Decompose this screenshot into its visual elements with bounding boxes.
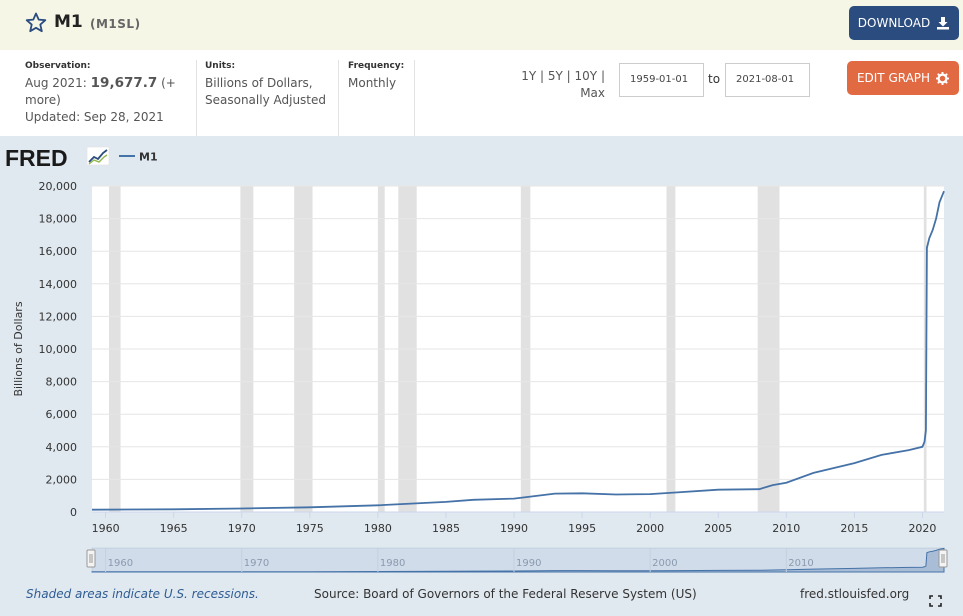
navigator-tick-label: 1980 <box>380 558 405 569</box>
units-block: Units: Billions of Dollars, Seasonally A… <box>205 60 335 136</box>
legend-label: M1 <box>139 151 158 164</box>
x-tick-label: 1970 <box>228 522 256 535</box>
range-10y-link[interactable]: 10Y <box>574 69 598 83</box>
edit-graph-label: EDIT GRAPH <box>856 71 931 85</box>
x-tick-label: 1995 <box>568 522 596 535</box>
series-line-m1 <box>91 190 945 511</box>
y-tick-label: 14,000 <box>39 278 78 291</box>
fred-logo-icon <box>86 146 110 166</box>
observation-block: Observation: Aug 2021: 19,677.7 (+ more)… <box>25 60 190 136</box>
y-tick-label: 8,000 <box>46 376 78 389</box>
gear-icon <box>936 71 950 85</box>
observation-date: Aug 2021: <box>25 76 87 90</box>
units-line-2: Seasonally Adjusted <box>205 93 327 107</box>
range-1y-link[interactable]: 1Y <box>521 69 537 83</box>
y-tick-label: 2,000 <box>46 473 78 486</box>
source-text: Source: Board of Governors of the Federa… <box>314 587 697 601</box>
x-tick-label: 2010 <box>772 522 800 535</box>
divider <box>338 60 339 136</box>
navigator-right-handle[interactable] <box>938 549 948 568</box>
frequency-block: Frequency: Monthly <box>348 60 413 136</box>
download-label: DOWNLOAD <box>857 16 931 30</box>
y-tick-label: 6,000 <box>46 408 78 421</box>
observation-label: Observation: <box>25 61 91 71</box>
y-tick-label: 10,000 <box>39 343 78 356</box>
series-id: (M1SL) <box>90 17 141 31</box>
star-icon[interactable] <box>24 11 48 35</box>
end-date-input[interactable]: 2021-08-01 <box>725 63 810 97</box>
y-tick-label: 4,000 <box>46 441 78 454</box>
divider <box>196 60 197 136</box>
updated-date: Updated: Sep 28, 2021 <box>25 110 164 124</box>
y-tick-label: 18,000 <box>39 213 78 226</box>
x-tick-label: 1990 <box>500 522 528 535</box>
x-tick-label: 1965 <box>160 522 188 535</box>
title-bar: M1 (M1SL) DOWNLOAD <box>0 0 963 50</box>
x-tick-label: 1975 <box>296 522 324 535</box>
navigator-tick-label: 1970 <box>244 558 269 569</box>
y-tick-label: 16,000 <box>39 245 78 258</box>
frequency-value: Monthly <box>348 76 397 90</box>
y-tick-label: 20,000 <box>39 180 78 193</box>
y-tick-label: 0 <box>70 506 77 519</box>
x-tick-label: 2005 <box>704 522 732 535</box>
range-selector: 1Y | 5Y | 10Y | Max <box>521 69 605 100</box>
divider <box>414 60 415 136</box>
units-label: Units: <box>205 61 236 71</box>
series-title: M1 <box>54 12 83 32</box>
x-tick-label: 1960 <box>92 522 120 535</box>
fullscreen-icon[interactable] <box>929 595 942 607</box>
observation-value: 19,677.7 <box>90 75 158 91</box>
x-tick-label: 1985 <box>432 522 460 535</box>
y-axis-label: Billions of Dollars <box>12 301 25 396</box>
navigator-tick-label: 2010 <box>788 558 813 569</box>
x-tick-label: 2020 <box>908 522 936 535</box>
navigator-tick-label: 1990 <box>516 558 541 569</box>
navigator-left-handle[interactable] <box>86 549 96 568</box>
recession-note-link[interactable]: Shaded areas indicate U.S. recessions. <box>26 587 259 601</box>
fred-logo-text: FRED <box>5 145 68 171</box>
navigator-tick-label: 1960 <box>108 558 133 569</box>
download-button[interactable]: DOWNLOAD <box>849 6 959 40</box>
range-5y-link[interactable]: 5Y <box>547 69 563 83</box>
range-navigator[interactable]: 1960 1970 1980 1990 2000 2010 <box>91 547 945 573</box>
x-tick-label: 2015 <box>840 522 868 535</box>
frequency-label: Frequency: <box>348 61 405 71</box>
x-tick-label: 2000 <box>636 522 664 535</box>
to-label: to <box>708 72 721 86</box>
navigator-tick-label: 2000 <box>652 558 677 569</box>
y-tick-label: 12,000 <box>39 310 78 323</box>
range-max-link[interactable]: Max <box>580 86 605 100</box>
observation-more-link[interactable]: (+ more) <box>25 76 176 107</box>
start-date-input[interactable]: 1959-01-01 <box>619 63 704 97</box>
download-icon <box>937 17 950 30</box>
edit-graph-button[interactable]: EDIT GRAPH <box>847 61 959 95</box>
units-line-1: Billions of Dollars, <box>205 76 313 90</box>
site-url: fred.stlouisfed.org <box>800 587 910 601</box>
x-tick-label: 1980 <box>364 522 392 535</box>
